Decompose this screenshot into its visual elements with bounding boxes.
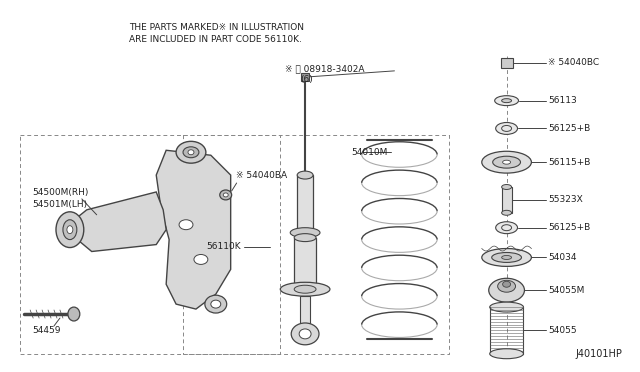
Text: 56125+B: 56125+B bbox=[548, 124, 591, 133]
Ellipse shape bbox=[297, 171, 313, 179]
Ellipse shape bbox=[68, 307, 80, 321]
Ellipse shape bbox=[294, 285, 316, 293]
Text: 54055M: 54055M bbox=[548, 286, 585, 295]
Ellipse shape bbox=[220, 190, 232, 200]
Ellipse shape bbox=[502, 210, 511, 215]
Ellipse shape bbox=[490, 302, 524, 312]
Ellipse shape bbox=[502, 160, 511, 164]
Ellipse shape bbox=[188, 150, 194, 155]
Bar bbox=[500, 58, 513, 68]
Text: 54034: 54034 bbox=[548, 253, 577, 262]
Ellipse shape bbox=[179, 220, 193, 230]
Ellipse shape bbox=[495, 96, 518, 106]
Ellipse shape bbox=[495, 222, 518, 234]
Ellipse shape bbox=[56, 212, 84, 247]
Ellipse shape bbox=[205, 295, 227, 313]
Text: 56113: 56113 bbox=[548, 96, 577, 105]
Text: 54459: 54459 bbox=[32, 326, 61, 336]
Ellipse shape bbox=[492, 253, 522, 262]
Ellipse shape bbox=[291, 323, 319, 345]
Ellipse shape bbox=[63, 220, 77, 240]
Text: 54010M: 54010M bbox=[351, 148, 387, 157]
Ellipse shape bbox=[495, 122, 518, 134]
Text: 56110K: 56110K bbox=[206, 242, 241, 251]
Text: 55323X: 55323X bbox=[548, 195, 583, 204]
Text: ※ 54040BA: ※ 54040BA bbox=[236, 171, 287, 180]
Ellipse shape bbox=[490, 349, 524, 359]
Ellipse shape bbox=[211, 300, 221, 308]
Bar bbox=[502, 187, 511, 213]
Ellipse shape bbox=[280, 282, 330, 296]
Ellipse shape bbox=[294, 234, 316, 241]
Ellipse shape bbox=[502, 256, 511, 259]
Text: J40101HP: J40101HP bbox=[576, 349, 623, 359]
Text: 56115+B: 56115+B bbox=[548, 158, 591, 167]
Text: THE PARTS MARKED※ IN ILLUSTRATION: THE PARTS MARKED※ IN ILLUSTRATION bbox=[129, 23, 305, 32]
Ellipse shape bbox=[502, 281, 511, 287]
Text: (6): (6) bbox=[300, 75, 313, 84]
Bar bbox=[301, 73, 309, 81]
Ellipse shape bbox=[223, 193, 228, 197]
Ellipse shape bbox=[176, 141, 206, 163]
Ellipse shape bbox=[493, 156, 520, 168]
Ellipse shape bbox=[183, 147, 199, 158]
Ellipse shape bbox=[299, 329, 311, 339]
Ellipse shape bbox=[489, 278, 524, 302]
Ellipse shape bbox=[498, 280, 516, 292]
Ellipse shape bbox=[482, 151, 531, 173]
Bar bbox=[297, 175, 313, 240]
Text: 54501M(LH): 54501M(LH) bbox=[32, 201, 87, 209]
Bar bbox=[294, 238, 316, 294]
Text: ※ 54040BC: ※ 54040BC bbox=[548, 58, 600, 67]
Text: ※ Ⓝ 08918-3402A: ※ Ⓝ 08918-3402A bbox=[285, 64, 365, 73]
Text: 54055: 54055 bbox=[548, 326, 577, 335]
Text: ARE INCLUDED IN PART CODE 56110K.: ARE INCLUDED IN PART CODE 56110K. bbox=[129, 35, 302, 44]
Ellipse shape bbox=[502, 185, 511, 189]
Ellipse shape bbox=[290, 228, 320, 238]
Ellipse shape bbox=[194, 254, 208, 264]
Polygon shape bbox=[156, 150, 230, 309]
Ellipse shape bbox=[67, 226, 73, 234]
Text: 54500M(RH): 54500M(RH) bbox=[32, 189, 88, 198]
Polygon shape bbox=[77, 192, 166, 251]
Ellipse shape bbox=[502, 99, 511, 103]
Text: 56125+B: 56125+B bbox=[548, 223, 591, 232]
Ellipse shape bbox=[482, 248, 531, 266]
Bar bbox=[300, 296, 310, 324]
